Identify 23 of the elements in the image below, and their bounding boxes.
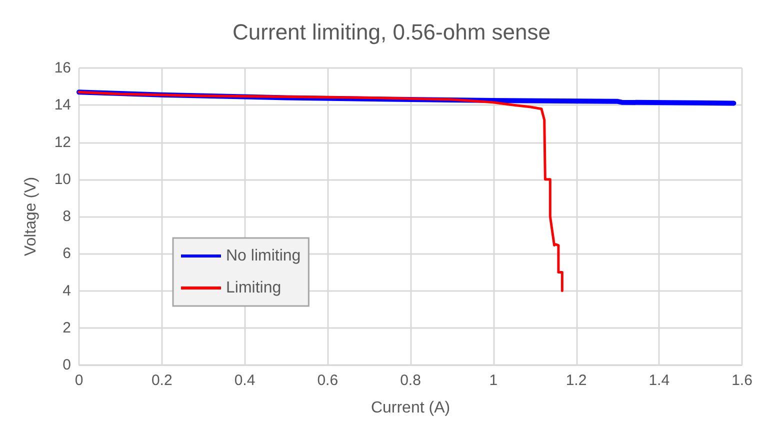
y-tick-label: 8 xyxy=(62,208,71,225)
y-tick-label: 4 xyxy=(62,282,71,300)
x-tick-label: 1 xyxy=(489,372,498,389)
x-tick-label: 1.6 xyxy=(732,372,752,389)
legend-label: No limiting xyxy=(226,248,301,264)
y-tick-label: 16 xyxy=(54,60,71,76)
y-tick-label: 2 xyxy=(62,319,71,336)
y-tick-label: 0 xyxy=(62,356,71,374)
y-tick-label: 10 xyxy=(54,170,71,188)
x-tick-label: 0.8 xyxy=(400,372,421,389)
y-tick-label: 6 xyxy=(62,245,71,262)
x-tick-label: 0.4 xyxy=(234,372,256,389)
x-axis-title: Current (A) xyxy=(370,400,450,416)
y-tick-label: 14 xyxy=(54,96,71,114)
x-tick-label: 0.2 xyxy=(151,372,172,389)
x-tick-label: 0.6 xyxy=(317,372,338,389)
legend-label: Limiting xyxy=(226,280,282,296)
y-tick-label: 12 xyxy=(54,134,71,151)
x-tick-label: 1.4 xyxy=(648,372,670,389)
chart-title: Current limiting, 0.56-ohm sense xyxy=(232,20,550,44)
y-axis-title: Voltage (V) xyxy=(22,176,40,256)
x-tick-label: 0 xyxy=(74,372,84,389)
x-tick-label: 1.2 xyxy=(566,372,587,389)
